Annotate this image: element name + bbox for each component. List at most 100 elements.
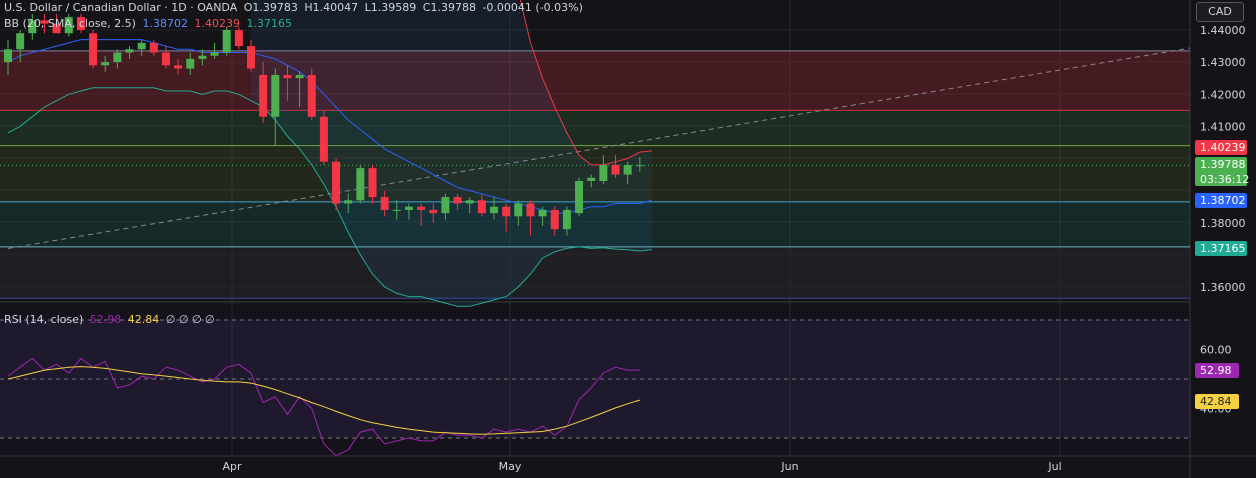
candle-14	[174, 58, 183, 75]
candle-28	[344, 193, 353, 214]
candle-1	[16, 30, 25, 63]
candle-body	[392, 209, 401, 211]
candle-23	[283, 65, 292, 101]
symbol-title: U.S. Dollar / Canadian Dollar · 1D · OAN…	[4, 1, 238, 14]
candle-body	[222, 30, 231, 53]
candle-body	[538, 209, 547, 217]
candle-body	[186, 58, 195, 69]
candle-51	[623, 161, 632, 185]
candle-body	[234, 30, 243, 47]
change-value: -0.00041 (-0.03%)	[482, 1, 583, 14]
lower-band-price-label: 1.37165	[1195, 241, 1247, 256]
candle-7	[89, 30, 98, 69]
candle-24	[295, 71, 304, 108]
candle-body	[587, 177, 596, 181]
candle-body	[380, 197, 389, 210]
price-tick-label: 1.36000	[1200, 281, 1246, 294]
candle-13	[161, 46, 170, 69]
candle-39	[477, 193, 486, 217]
zone-band-3	[0, 201, 1190, 247]
close-value: C1.39788	[422, 1, 476, 14]
candle-body	[247, 46, 255, 69]
candle-body	[174, 65, 183, 69]
candle-body	[161, 52, 170, 66]
basis-price-label-text: 1.38702	[1200, 194, 1246, 207]
candle-body	[453, 197, 462, 204]
candle-6	[76, 13, 85, 34]
currency-button[interactable]: CAD	[1196, 2, 1244, 22]
zone-band-1	[0, 110, 1190, 146]
candle-33	[404, 203, 413, 220]
candle-50	[611, 155, 620, 178]
rsi-last-label-box	[1195, 363, 1239, 378]
candle-body	[477, 200, 486, 214]
candle-body	[319, 116, 328, 162]
candle-35	[429, 203, 438, 223]
candle-body	[562, 209, 571, 230]
candle-body	[28, 20, 37, 34]
rsi-legend[interactable]: RSI (14, close) 52.98 42.84 ∅ ∅ ∅ ∅	[4, 313, 218, 327]
candle-22	[271, 68, 280, 146]
bb-label: BB (20, SMA, close, 2.5)	[4, 17, 136, 30]
low-value: L1.39589	[364, 1, 417, 14]
candle-42	[514, 200, 523, 226]
candle-body	[76, 17, 85, 30]
basis-price-label-box	[1195, 193, 1247, 208]
candle-4	[52, 13, 61, 34]
candle-body	[611, 164, 620, 175]
rsi-last-label: 52.98	[1195, 363, 1239, 378]
bb-upper-value: 1.40239	[194, 17, 240, 30]
candle-15	[186, 52, 195, 75]
candle-27	[332, 158, 341, 210]
candle-21	[259, 62, 268, 124]
candle-36	[441, 193, 450, 220]
price-tick-label: 1.38000	[1200, 217, 1246, 230]
candle-body	[465, 200, 474, 204]
lower-band-price-label-box	[1195, 241, 1247, 256]
bb-basis-value: 1.38702	[142, 17, 188, 30]
candle-body	[137, 42, 146, 50]
candle-11	[137, 39, 146, 56]
rsi-label: RSI (14, close)	[4, 313, 84, 326]
rsi-extra: ∅ ∅ ∅ ∅	[165, 313, 215, 326]
candle-5	[64, 13, 73, 37]
candle-body	[550, 209, 559, 230]
candle-body	[332, 161, 341, 204]
rsi-ma-last-label: 42.84	[1195, 394, 1239, 409]
rsi-ma-last-label-text: 42.84	[1200, 395, 1232, 408]
bb-legend[interactable]: BB (20, SMA, close, 2.5) 1.38702 1.40239…	[4, 17, 295, 31]
candle-body	[89, 33, 98, 66]
rsi-background	[0, 306, 1190, 456]
candle-body	[149, 42, 158, 53]
candle-body	[368, 168, 377, 198]
rsi-value: 52.98	[89, 313, 122, 326]
candle-0	[4, 39, 12, 75]
candle-19	[234, 26, 243, 50]
price-tick-label: 1.41000	[1200, 120, 1246, 133]
price-tick-label: 1.43000	[1200, 56, 1246, 69]
candle-47	[575, 177, 584, 217]
candle-16	[198, 49, 207, 66]
time-tick-may: May	[499, 460, 522, 473]
last-price-label-text: 1.39788	[1200, 158, 1246, 171]
rsi-ma-value: 42.84	[127, 313, 160, 326]
bb-upper-line	[519, 0, 653, 166]
candle-41	[502, 203, 511, 233]
candle-29	[356, 164, 365, 204]
candle-body	[429, 209, 438, 214]
candle-49	[599, 155, 608, 185]
time-tick-jun: Jun	[780, 460, 798, 473]
bb-fill	[251, 0, 652, 307]
candle-18	[222, 26, 231, 56]
candle-25	[307, 68, 316, 120]
candle-body	[113, 52, 122, 63]
candle-40	[490, 197, 498, 220]
candle-body	[271, 74, 280, 117]
price-axis: 1.44000 1.43000 1.42000 1.41000 1.38000 1.360…	[1195, 24, 1249, 416]
candle-34	[417, 203, 426, 226]
zone-band-0	[0, 50, 1190, 111]
time-tick-jul: Jul	[1047, 460, 1061, 473]
rsi-ma-last-label-box	[1195, 394, 1239, 409]
candle-44	[538, 206, 547, 226]
